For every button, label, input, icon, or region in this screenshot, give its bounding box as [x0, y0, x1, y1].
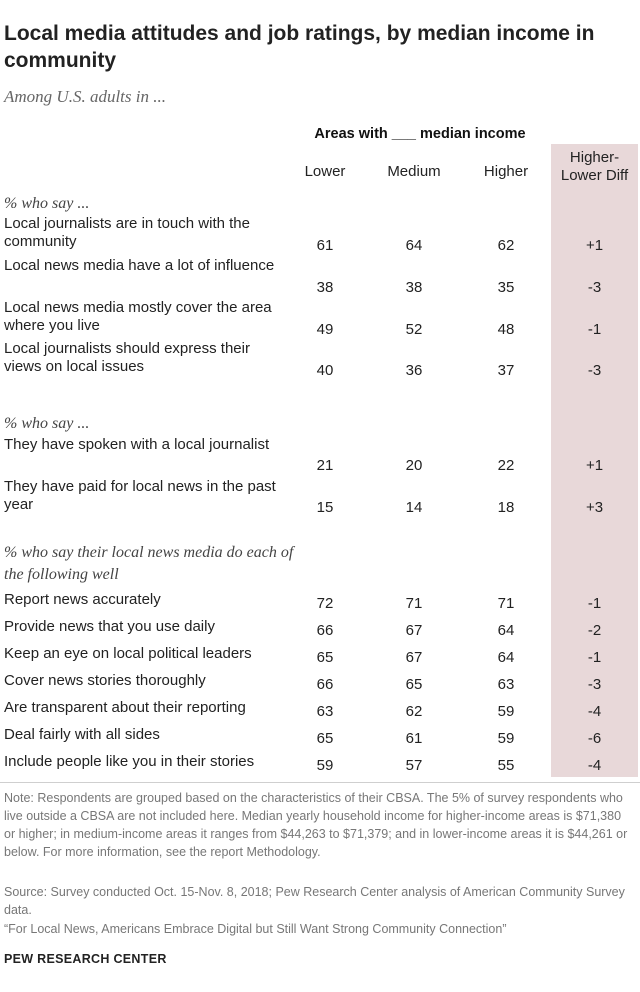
cell-higher: 64 [497, 622, 515, 639]
cell-higher: 71 [497, 595, 515, 612]
cell-lower: 65 [316, 649, 334, 666]
section-label-2: % who say ... [4, 415, 90, 432]
cell-diff: -1 [587, 321, 602, 338]
column-header-lower: Lower [304, 163, 346, 180]
row-label: They have spoken with a local journalist [4, 436, 270, 453]
chart-source: Source: Survey conducted Oct. 15-Nov. 8,… [4, 885, 625, 917]
footer-divider [0, 782, 640, 783]
cell-lower: 61 [316, 237, 334, 254]
cell-lower: 66 [316, 622, 334, 639]
row-label: Are transparent about their reporting [4, 699, 246, 716]
diff-column-highlight [551, 144, 638, 777]
column-header-higher: Higher [483, 163, 529, 180]
cell-medium: 67 [405, 622, 423, 639]
row-label: Include people like you in their stories [4, 753, 255, 770]
cell-higher: 64 [497, 649, 515, 666]
column-header-diff: Higher-Lower Diff [560, 149, 629, 184]
cell-diff: -3 [587, 676, 602, 693]
cell-medium: 57 [405, 757, 423, 774]
cell-higher: 48 [497, 321, 515, 338]
section-label-1: % who say ... [4, 195, 90, 212]
cell-medium: 20 [405, 457, 423, 474]
cell-medium: 71 [405, 595, 423, 612]
row-label: Report news accurately [4, 591, 161, 608]
cell-medium: 65 [405, 676, 423, 693]
cell-medium: 67 [405, 649, 423, 666]
cell-diff: +1 [585, 237, 604, 254]
row-label: Deal fairly with all sides [4, 726, 160, 743]
brand-logo-text: PEW RESEARCH CENTER [4, 952, 167, 966]
cell-higher: 59 [497, 703, 515, 720]
row-label: Local news media have a lot of influence [4, 257, 275, 274]
row-label: Local journalists should express their v… [4, 340, 250, 375]
cell-diff: -3 [587, 362, 602, 379]
row-label: Local journalists are in touch with the … [4, 215, 250, 250]
cell-lower: 15 [316, 499, 334, 516]
column-header-medium: Medium [387, 163, 441, 180]
cell-lower: 40 [316, 362, 334, 379]
cell-lower: 21 [316, 457, 334, 474]
cell-diff: +3 [585, 499, 604, 516]
cell-medium: 52 [405, 321, 423, 338]
cell-medium: 64 [405, 237, 423, 254]
chart-note: Note: Respondents are grouped based on t… [4, 791, 628, 859]
cell-medium: 14 [405, 499, 423, 516]
cell-higher: 55 [497, 757, 515, 774]
cell-diff: -3 [587, 279, 602, 296]
cell-diff: -4 [587, 757, 602, 774]
cell-diff: -4 [587, 703, 602, 720]
chart-subtitle: Among U.S. adults in ... [4, 87, 166, 106]
cell-medium: 38 [405, 279, 423, 296]
cell-higher: 35 [497, 279, 515, 296]
group-header: Areas with ___ median income [314, 126, 526, 142]
cell-medium: 62 [405, 703, 423, 720]
cell-diff: -6 [587, 730, 602, 747]
row-label: Local news media mostly cover the area w… [4, 299, 272, 334]
cell-lower: 65 [316, 730, 334, 747]
row-label: Keep an eye on local political leaders [4, 645, 252, 662]
chart-title: Local media attitudes and job ratings, b… [4, 22, 595, 72]
cell-lower: 59 [316, 757, 334, 774]
cell-higher: 62 [497, 237, 515, 254]
cell-lower: 63 [316, 703, 334, 720]
cell-higher: 63 [497, 676, 515, 693]
row-label: Provide news that you use daily [4, 618, 215, 635]
cell-higher: 22 [497, 457, 515, 474]
row-label: Cover news stories thoroughly [4, 672, 206, 689]
cell-diff: +1 [585, 457, 604, 474]
cell-medium: 36 [405, 362, 423, 379]
cell-higher: 18 [497, 499, 515, 516]
cell-higher: 59 [497, 730, 515, 747]
cell-diff: -1 [587, 649, 602, 666]
cell-higher: 37 [497, 362, 515, 379]
row-label: They have paid for local news in the pas… [4, 478, 276, 513]
cell-diff: -1 [587, 595, 602, 612]
cell-lower: 49 [316, 321, 334, 338]
cell-diff: -2 [587, 622, 602, 639]
cell-lower: 66 [316, 676, 334, 693]
cell-medium: 61 [405, 730, 423, 747]
cell-lower: 72 [316, 595, 334, 612]
report-title: “For Local News, Americans Embrace Digit… [4, 922, 507, 936]
section-label-3: % who say their local news media do each… [4, 544, 294, 583]
cell-lower: 38 [316, 279, 334, 296]
